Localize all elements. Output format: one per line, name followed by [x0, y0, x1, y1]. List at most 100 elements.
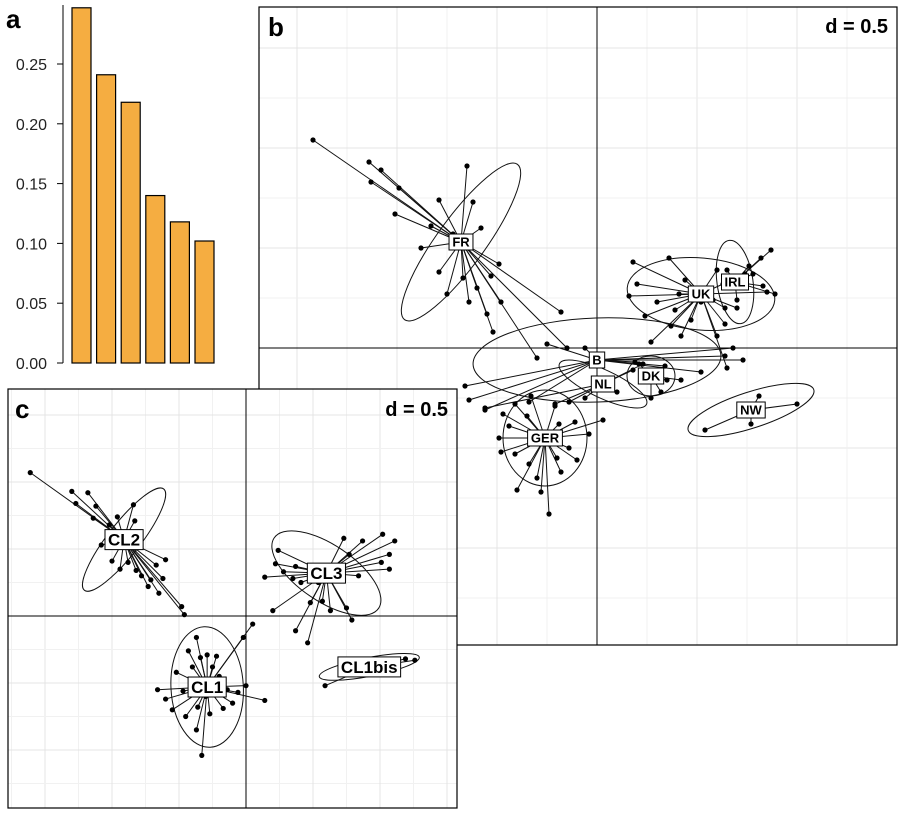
- data-point: [556, 421, 562, 427]
- group-label-box: [527, 429, 563, 447]
- data-point: [714, 333, 720, 339]
- data-point: [534, 355, 540, 361]
- data-point: [682, 277, 688, 283]
- data-point: [349, 617, 355, 623]
- data-point: [343, 605, 350, 611]
- data-point: [488, 273, 494, 279]
- data-point: [396, 185, 402, 191]
- data-point: [197, 654, 204, 661]
- panel-b-origin-axes: [259, 7, 897, 645]
- data-point: [444, 291, 450, 297]
- data-point: [319, 598, 325, 604]
- data-point: [462, 383, 468, 389]
- data-point: [600, 417, 606, 423]
- group-ellipse: [715, 239, 755, 325]
- data-point: [109, 558, 115, 564]
- data-point: [169, 707, 175, 713]
- group-label: CL3: [306, 562, 346, 584]
- data-point: [722, 353, 728, 359]
- data-point: [678, 377, 684, 383]
- data-point: [73, 500, 79, 507]
- group-label-box: [187, 676, 227, 698]
- panel-b-scale-label: d = 0.5: [825, 16, 888, 38]
- group-label: UK: [687, 285, 715, 303]
- panel-a-tick-label: 0.10: [16, 236, 47, 253]
- group-label-box: [637, 367, 665, 385]
- star-segment: [446, 241, 462, 295]
- data-point: [626, 293, 632, 299]
- data-point: [272, 561, 279, 567]
- panel-a-bar: [145, 194, 166, 364]
- data-point: [322, 683, 328, 689]
- group-ellipse: [687, 382, 815, 438]
- data-point: [69, 488, 75, 494]
- group-label: FR: [448, 233, 474, 251]
- data-point: [564, 345, 570, 351]
- data-point: [714, 267, 720, 273]
- data-point: [794, 401, 800, 407]
- panel-a-bar: [120, 101, 141, 364]
- data-point: [512, 451, 518, 457]
- data-point: [163, 557, 169, 563]
- data-point: [250, 621, 256, 627]
- group-label-text: DK: [642, 369, 661, 384]
- data-point: [207, 711, 213, 717]
- data-point: [378, 559, 384, 566]
- data-point: [582, 345, 588, 351]
- group-label-text: GER: [531, 431, 560, 446]
- data-point: [392, 211, 398, 217]
- data-point: [768, 247, 774, 253]
- panel-a-tick-label: 0.25: [16, 57, 47, 74]
- data-point: [392, 538, 398, 544]
- data-point: [341, 535, 347, 541]
- data-point: [756, 393, 762, 399]
- panel-b-frame: [258, 6, 898, 646]
- data-point: [484, 311, 490, 317]
- data-point: [298, 579, 304, 586]
- data-point: [436, 269, 442, 275]
- data-point: [189, 664, 195, 670]
- group-label-box: [590, 375, 616, 393]
- data-point: [275, 547, 281, 553]
- data-point: [290, 575, 296, 582]
- group-label: NW: [736, 401, 766, 419]
- data-point: [460, 275, 466, 281]
- star-segment: [460, 241, 470, 303]
- group-label-text: IRL: [725, 275, 746, 290]
- data-point: [740, 357, 746, 363]
- data-point: [106, 522, 112, 528]
- star-segment: [528, 359, 598, 403]
- data-point: [496, 261, 502, 267]
- data-point: [125, 559, 131, 566]
- group-ellipse: [271, 530, 382, 616]
- panel-c-scale-label: d = 0.5: [385, 399, 448, 421]
- data-point: [474, 285, 480, 291]
- data-point: [366, 159, 372, 165]
- group-label-text: NL: [594, 377, 611, 392]
- data-point: [526, 399, 532, 405]
- data-point: [90, 515, 96, 521]
- group-ellipse: [558, 359, 648, 409]
- data-point: [199, 752, 205, 758]
- data-point: [204, 652, 210, 658]
- data-point: [544, 341, 550, 347]
- group-label-text: CL1: [191, 678, 223, 697]
- data-point: [27, 470, 33, 476]
- panel-c-scatter: CL2 CL3 CL1 CL1bis c d = 0.5: [7, 388, 458, 809]
- star-segment: [464, 359, 598, 387]
- data-point: [466, 397, 472, 403]
- data-point: [554, 455, 560, 461]
- group-label-box: [687, 285, 715, 303]
- data-point: [730, 345, 736, 351]
- panel-a-bar: [194, 240, 215, 364]
- data-point: [662, 363, 668, 369]
- panel-a-bar: [95, 74, 117, 364]
- data-point: [632, 359, 638, 365]
- data-point: [746, 263, 752, 269]
- group-label-text: CL2: [108, 531, 140, 550]
- data-point: [734, 297, 740, 303]
- data-point: [466, 299, 472, 305]
- data-point: [512, 401, 518, 407]
- group-label-box: [721, 273, 749, 291]
- data-point: [630, 367, 636, 373]
